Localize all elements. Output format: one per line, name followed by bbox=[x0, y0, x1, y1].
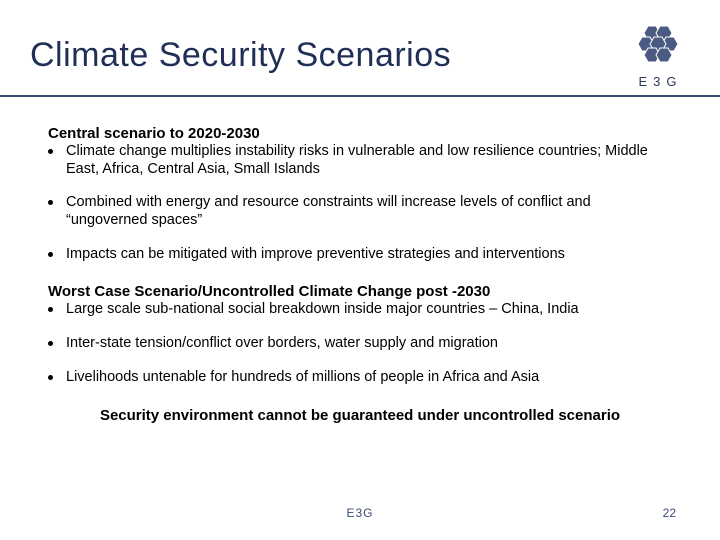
bullet-text: Large scale sub-national social breakdow… bbox=[66, 301, 672, 319]
section-heading-1: Central scenario to 2020-2030 bbox=[48, 125, 672, 142]
list-item: Impacts can be mitigated with improve pr… bbox=[48, 246, 672, 264]
list-item: Livelihoods untenable for hundreds of mi… bbox=[48, 369, 672, 387]
slide: Climate Security Scenarios E3G Central s… bbox=[0, 0, 720, 540]
content: Central scenario to 2020-2030 Climate ch… bbox=[30, 125, 686, 424]
bullet-icon bbox=[48, 246, 66, 264]
bullet-text: Livelihoods untenable for hundreds of mi… bbox=[66, 369, 672, 387]
logo: E3G bbox=[630, 22, 686, 89]
bullet-text: Combined with energy and resource constr… bbox=[66, 194, 672, 229]
bullet-icon bbox=[48, 301, 66, 319]
footer-label: E3G bbox=[346, 506, 373, 520]
bullet-icon bbox=[48, 194, 66, 229]
section-heading-2: Worst Case Scenario/Uncontrolled Climate… bbox=[48, 283, 672, 300]
footer: E3G bbox=[0, 506, 720, 520]
logo-text: E3G bbox=[638, 74, 682, 89]
list-item: Large scale sub-national social breakdow… bbox=[48, 301, 672, 319]
bullet-list-1: Climate change multiplies instability ri… bbox=[48, 143, 672, 263]
bullet-text: Impacts can be mitigated with improve pr… bbox=[66, 246, 672, 264]
closing-statement: Security environment cannot be guarantee… bbox=[48, 407, 672, 424]
bullet-icon bbox=[48, 335, 66, 353]
divider bbox=[0, 95, 720, 97]
bullet-icon bbox=[48, 143, 66, 178]
list-item: Combined with energy and resource constr… bbox=[48, 194, 672, 229]
list-item: Climate change multiplies instability ri… bbox=[48, 143, 672, 178]
logo-hex-icon bbox=[630, 22, 686, 70]
page-title: Climate Security Scenarios bbox=[30, 36, 451, 75]
header: Climate Security Scenarios E3G bbox=[30, 22, 686, 89]
bullet-text: Inter-state tension/conflict over border… bbox=[66, 335, 672, 353]
bullet-list-2: Large scale sub-national social breakdow… bbox=[48, 301, 672, 386]
list-item: Inter-state tension/conflict over border… bbox=[48, 335, 672, 353]
page-number: 22 bbox=[663, 506, 676, 520]
bullet-icon bbox=[48, 369, 66, 387]
bullet-text: Climate change multiplies instability ri… bbox=[66, 143, 672, 178]
